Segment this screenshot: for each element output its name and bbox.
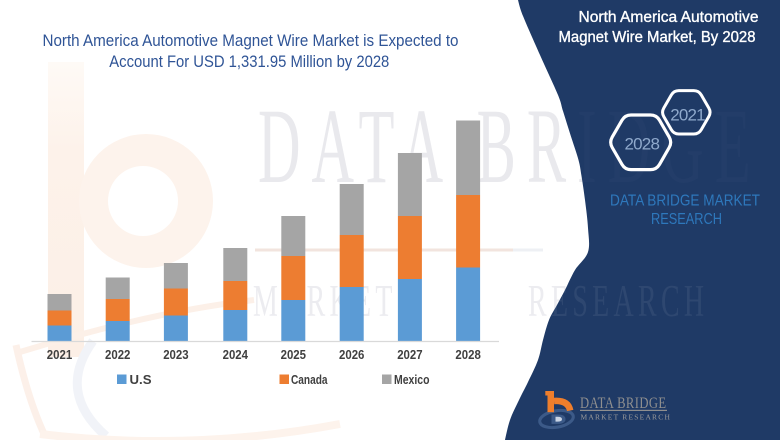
svg-text:U.S: U.S [130,373,152,387]
svg-text:RESEARCH: RESEARCH [651,211,722,228]
svg-text:2028: 2028 [624,134,659,153]
svg-text:2021: 2021 [670,106,705,125]
svg-text:Canada: Canada [291,373,328,387]
svg-text:MARKET: MARKET [253,278,397,327]
svg-text:2024: 2024 [223,348,248,362]
svg-text:2028: 2028 [455,348,480,362]
svg-text:2025: 2025 [281,348,306,362]
svg-text:DATA BRIDGE: DATA BRIDGE [580,395,666,413]
svg-text:2027: 2027 [397,348,422,362]
svg-text:2023: 2023 [163,348,188,362]
svg-text:Account For USD 1,331.95 Milli: Account For USD 1,331.95 Million by 2028 [109,53,389,71]
svg-text:MARKET RESEARCH: MARKET RESEARCH [581,413,672,422]
svg-text:Mexico: Mexico [394,373,430,387]
svg-text:North America Automotive Magne: North America Automotive Magnet Wire Mar… [43,32,459,50]
svg-text:2022: 2022 [105,348,130,362]
svg-text:DATA BRIDGE MARKET: DATA BRIDGE MARKET [610,193,760,210]
svg-text:Magnet Wire Market, By 2028: Magnet Wire Market, By 2028 [559,29,756,46]
svg-text:2021: 2021 [47,348,72,362]
svg-text:North America Automotive: North America Automotive [579,9,759,26]
svg-text:2026: 2026 [339,348,364,362]
